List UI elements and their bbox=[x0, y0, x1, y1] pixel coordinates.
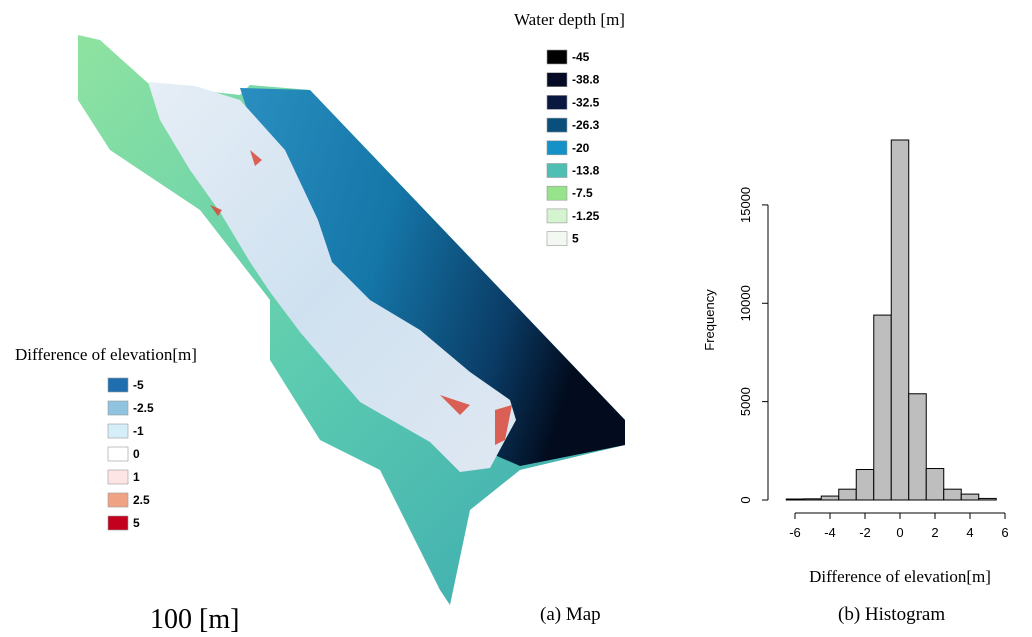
water-depth-legend: -45 -38.8 -32.5 -26.3 -20 -13.8 -7.5 -1.25 5 bbox=[547, 50, 600, 246]
legend-label: 1 bbox=[133, 470, 140, 484]
x-axis-label: Difference of elevation[m] bbox=[809, 567, 991, 586]
legend-label: 5 bbox=[572, 232, 579, 246]
bar bbox=[961, 494, 979, 500]
legend-swatch bbox=[547, 186, 567, 200]
bar bbox=[804, 499, 822, 500]
bar bbox=[839, 489, 857, 500]
legend-swatch bbox=[108, 516, 128, 530]
x-tick-label: 6 bbox=[1001, 525, 1008, 540]
legend-label: -2.5 bbox=[133, 401, 154, 415]
legend-swatch bbox=[108, 378, 128, 392]
legend-swatch bbox=[108, 493, 128, 507]
y-tick-label: 15000 bbox=[738, 187, 753, 223]
bar bbox=[786, 499, 804, 500]
bar bbox=[926, 469, 944, 500]
map-caption: (a) Map bbox=[540, 604, 601, 625]
legend-swatch bbox=[547, 118, 567, 132]
legend-swatch bbox=[108, 424, 128, 438]
legend-label: -45 bbox=[572, 50, 590, 64]
y-tick-label: 0 bbox=[738, 496, 753, 503]
legend-swatch bbox=[547, 141, 567, 155]
legend-swatch bbox=[108, 447, 128, 461]
legend-label: -38.8 bbox=[572, 73, 600, 87]
legend-label: 0 bbox=[133, 447, 140, 461]
legend-label: -1.25 bbox=[572, 209, 600, 223]
bar bbox=[944, 489, 962, 500]
histogram: 0 5000 10000 15000 -6 -4 -2 0 2 4 6 bbox=[738, 140, 1009, 540]
water-depth-title: Water depth [m] bbox=[514, 10, 625, 29]
y-tick-label: 5000 bbox=[738, 387, 753, 416]
x-tick-label: -4 bbox=[824, 525, 836, 540]
y-axis-label: Frequency bbox=[702, 289, 717, 351]
bar bbox=[821, 496, 839, 500]
map bbox=[78, 35, 625, 605]
x-tick-label: 2 bbox=[931, 525, 938, 540]
bar bbox=[909, 394, 927, 500]
legend-label: -5 bbox=[133, 378, 144, 392]
legend-swatch bbox=[547, 209, 567, 223]
legend-label: -7.5 bbox=[572, 186, 593, 200]
bar bbox=[979, 498, 997, 500]
legend-swatch bbox=[547, 164, 567, 178]
figure: Water depth [m] -45-38.8-32.5-26.3-20-13… bbox=[0, 0, 1032, 637]
x-tick-label: -2 bbox=[859, 525, 871, 540]
legend-label: -1 bbox=[133, 424, 144, 438]
legend-swatch bbox=[547, 95, 567, 109]
y-tick-label: 10000 bbox=[738, 285, 753, 321]
bar bbox=[874, 315, 892, 500]
legend-swatch bbox=[108, 470, 128, 484]
legend-swatch bbox=[547, 73, 567, 87]
bar bbox=[891, 140, 909, 500]
scale-label: 100 [m] bbox=[150, 604, 239, 635]
legend-swatch bbox=[547, 232, 567, 246]
legend-label: 5 bbox=[133, 516, 140, 530]
x-tick-label: 0 bbox=[896, 525, 903, 540]
x-tick-label: 4 bbox=[966, 525, 973, 540]
elevation-legend-title: Difference of elevation[m] bbox=[15, 345, 197, 364]
legend-label: -13.8 bbox=[572, 164, 600, 178]
legend-label: 2.5 bbox=[133, 493, 150, 507]
bar bbox=[856, 470, 874, 500]
legend-label: -26.3 bbox=[572, 118, 600, 132]
x-tick-label: -6 bbox=[789, 525, 801, 540]
legend-label: -20 bbox=[572, 141, 590, 155]
elevation-legend: -5 -2.5 -1 0 1 2.5 5 bbox=[108, 378, 154, 530]
histogram-caption: (b) Histogram bbox=[838, 604, 945, 625]
legend-label: -32.5 bbox=[572, 95, 600, 109]
legend-swatch bbox=[108, 401, 128, 415]
legend-swatch bbox=[547, 50, 567, 64]
